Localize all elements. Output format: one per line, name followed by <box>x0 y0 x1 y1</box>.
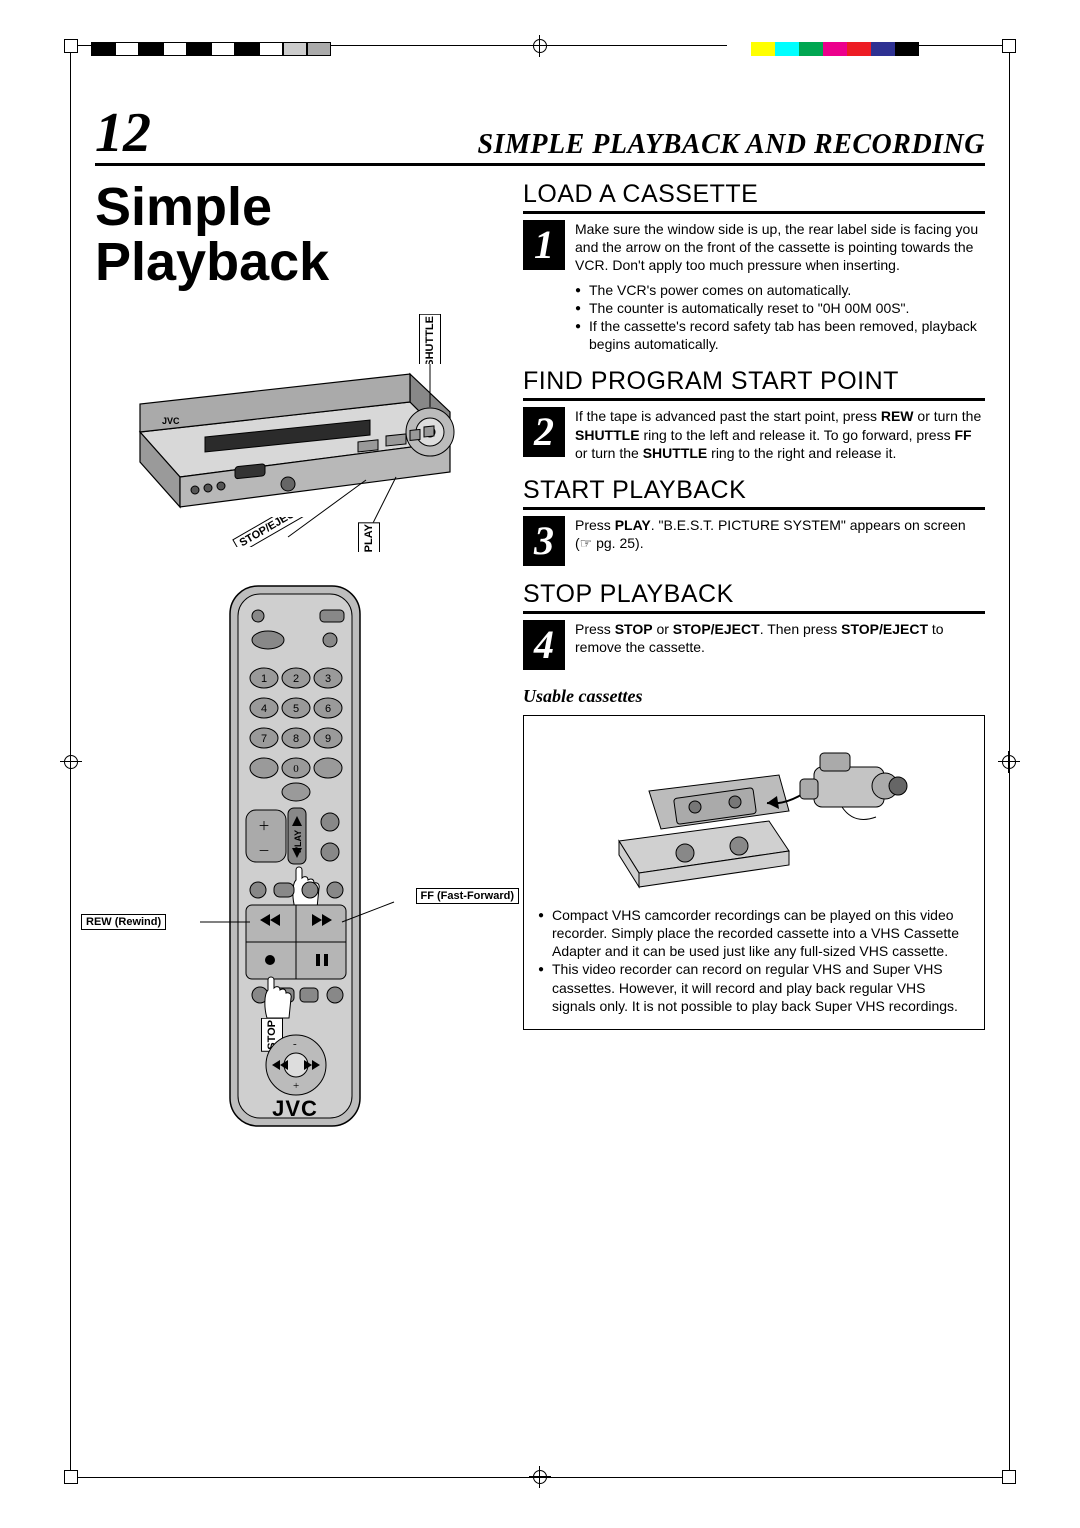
bullet: The counter is automatically reset to "0… <box>575 299 985 317</box>
color-swatch <box>115 42 139 56</box>
color-swatch <box>751 42 775 56</box>
vcr-illustration: SHUTTLE STOP/EJECT PLAY JVC <box>95 312 495 552</box>
color-swatch <box>139 42 163 56</box>
left-column: Simple Playback <box>95 180 495 1168</box>
svg-text:5: 5 <box>293 703 299 715</box>
step-text: Make sure the window side is up, the rea… <box>575 220 985 275</box>
callout-play: PLAY <box>358 522 380 552</box>
right-column: LOAD A CASSETTE 1Make sure the window sid… <box>523 180 985 1168</box>
svg-text:PLAY: PLAY <box>293 830 303 853</box>
color-swatch <box>235 42 259 56</box>
registration-mark <box>529 35 551 57</box>
page-number: 12 <box>95 105 151 161</box>
svg-text:9: 9 <box>325 733 331 745</box>
color-bar-left <box>91 42 331 56</box>
svg-text:4: 4 <box>261 703 267 715</box>
svg-text:6: 6 <box>325 703 331 715</box>
callout-rew: REW (Rewind) <box>81 914 166 930</box>
color-swatch <box>871 42 895 56</box>
section-title: SIMPLE PLAYBACK AND RECORDING <box>151 129 985 161</box>
svg-text:2: 2 <box>293 673 299 685</box>
color-swatch <box>259 42 283 56</box>
crop-corner <box>1002 1470 1016 1484</box>
crop-corner <box>64 39 78 53</box>
color-swatch <box>895 42 919 56</box>
color-swatch <box>211 42 235 56</box>
bullet: This video recorder can record on regula… <box>538 960 970 1015</box>
crop-corner <box>1002 39 1016 53</box>
color-swatch <box>823 42 847 56</box>
svg-text:JVC: JVC <box>162 416 180 426</box>
remote-illustration: 1 2 3 4 5 6 7 8 9 0 ＋ － PLAY <box>95 580 495 1140</box>
svg-text:3: 3 <box>325 673 331 685</box>
step: FIND PROGRAM START POINT 2If the tape is … <box>523 367 985 462</box>
main-title: Simple Playback <box>95 180 495 290</box>
color-swatch <box>163 42 187 56</box>
step-title: START PLAYBACK <box>523 476 985 510</box>
color-swatch <box>187 42 211 56</box>
bullet: Compact VHS camcorder recordings can be … <box>538 906 970 961</box>
svg-text:7: 7 <box>261 733 267 745</box>
callout-shuttle: SHUTTLE <box>419 314 441 364</box>
step-number: 1 <box>523 220 565 270</box>
step-text: If the tape is advanced past the start p… <box>575 407 985 462</box>
step-title: FIND PROGRAM START POINT <box>523 367 985 401</box>
step-title: STOP PLAYBACK <box>523 580 985 614</box>
step-bullets: The VCR's power comes on automatically.T… <box>575 281 985 354</box>
svg-text:－: － <box>258 844 270 858</box>
color-swatch <box>283 42 307 56</box>
step-number: 4 <box>523 620 565 670</box>
step-text: Press PLAY. "B.E.S.T. PICTURE SYSTEM" ap… <box>575 516 985 552</box>
usable-heading: Usable cassettes <box>523 686 985 707</box>
color-swatch <box>727 42 751 56</box>
step-title: LOAD A CASSETTE <box>523 180 985 214</box>
svg-text:0: 0 <box>293 763 299 775</box>
step: START PLAYBACK 3 Press PLAY. "B.E.S.T. PIC… <box>523 476 985 566</box>
cassette-adapter-illustration <box>538 726 970 896</box>
registration-mark <box>998 751 1020 773</box>
callout-stop-eject: STOP/EJECT <box>232 517 308 547</box>
crop-corner <box>64 1470 78 1484</box>
color-swatch <box>775 42 799 56</box>
svg-text:8: 8 <box>293 733 299 745</box>
svg-text:+: + <box>293 1080 299 1092</box>
step: LOAD A CASSETTE 1Make sure the window sid… <box>523 180 985 353</box>
color-bar-right <box>727 42 919 56</box>
bullet: If the cassette's record safety tab has … <box>575 317 985 353</box>
bullet: The VCR's power comes on automatically. <box>575 281 985 299</box>
page-header: 12 SIMPLE PLAYBACK AND RECORDING <box>95 105 985 166</box>
step-number: 3 <box>523 516 565 566</box>
color-swatch <box>847 42 871 56</box>
svg-text:＋: ＋ <box>258 819 270 833</box>
callout-ff: FF (Fast-Forward) <box>416 888 520 904</box>
step: STOP PLAYBACK 4 Press STOP or STOP/EJECT. … <box>523 580 985 670</box>
brand-logo: JVC <box>95 1096 495 1122</box>
registration-mark <box>529 1466 551 1488</box>
color-swatch <box>799 42 823 56</box>
svg-text:-: - <box>293 1038 297 1050</box>
manual-page: 12 SIMPLE PLAYBACK AND RECORDING Simple … <box>95 105 985 1433</box>
color-swatch <box>307 42 331 56</box>
registration-mark <box>60 751 82 773</box>
svg-text:1: 1 <box>261 673 267 685</box>
usable-cassettes-box: Compact VHS camcorder recordings can be … <box>523 715 985 1030</box>
step-text: Press STOP or STOP/EJECT. Then press STO… <box>575 620 985 656</box>
color-swatch <box>91 42 115 56</box>
step-number: 2 <box>523 407 565 457</box>
